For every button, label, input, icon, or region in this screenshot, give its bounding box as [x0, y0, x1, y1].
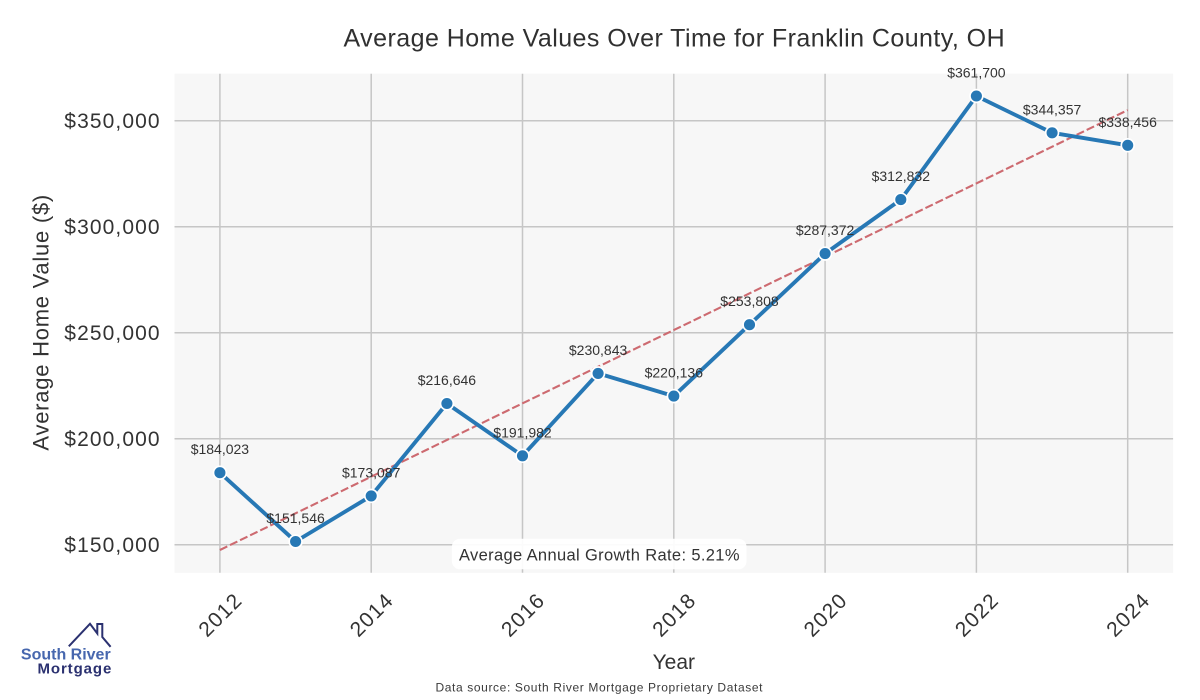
- svg-text:Average Home Values Over Time: Average Home Values Over Time for Frankl…: [343, 24, 1005, 52]
- svg-text:$220,136: $220,136: [645, 365, 704, 381]
- svg-text:Average Home Value ($): Average Home Value ($): [28, 194, 53, 451]
- svg-text:Mortgage: Mortgage: [37, 661, 112, 678]
- svg-text:2024: 2024: [1102, 589, 1155, 642]
- svg-text:$216,646: $216,646: [418, 372, 477, 388]
- svg-text:$184,023: $184,023: [191, 441, 250, 457]
- svg-text:Average Annual Growth Rate: 5.: Average Annual Growth Rate: 5.21%: [459, 546, 740, 564]
- svg-text:2012: 2012: [194, 589, 247, 642]
- svg-text:Data source: South River Mortg: Data source: South River Mortgage Propri…: [435, 681, 763, 695]
- svg-text:$344,357: $344,357: [1023, 101, 1082, 117]
- svg-text:2022: 2022: [951, 589, 1004, 642]
- svg-text:$338,456: $338,456: [1098, 114, 1157, 130]
- svg-text:$173,087: $173,087: [342, 464, 401, 480]
- svg-text:$230,843: $230,843: [569, 342, 628, 358]
- svg-text:2020: 2020: [800, 589, 853, 642]
- svg-text:$250,000: $250,000: [64, 322, 160, 345]
- svg-text:$151,546: $151,546: [266, 510, 325, 526]
- svg-text:South River: South River: [21, 647, 111, 664]
- svg-text:$191,982: $191,982: [493, 424, 552, 440]
- svg-text:Year: Year: [653, 651, 695, 674]
- svg-text:2014: 2014: [346, 589, 399, 642]
- svg-text:$200,000: $200,000: [64, 428, 160, 451]
- svg-text:2018: 2018: [648, 589, 701, 642]
- svg-text:2016: 2016: [497, 589, 550, 642]
- svg-text:$150,000: $150,000: [64, 534, 160, 557]
- svg-text:$361,700: $361,700: [947, 65, 1006, 81]
- svg-text:$350,000: $350,000: [64, 110, 160, 133]
- svg-text:$312,832: $312,832: [872, 168, 931, 184]
- svg-text:$287,372: $287,372: [796, 222, 855, 238]
- svg-text:$253,808: $253,808: [720, 293, 779, 309]
- svg-text:$300,000: $300,000: [64, 216, 160, 239]
